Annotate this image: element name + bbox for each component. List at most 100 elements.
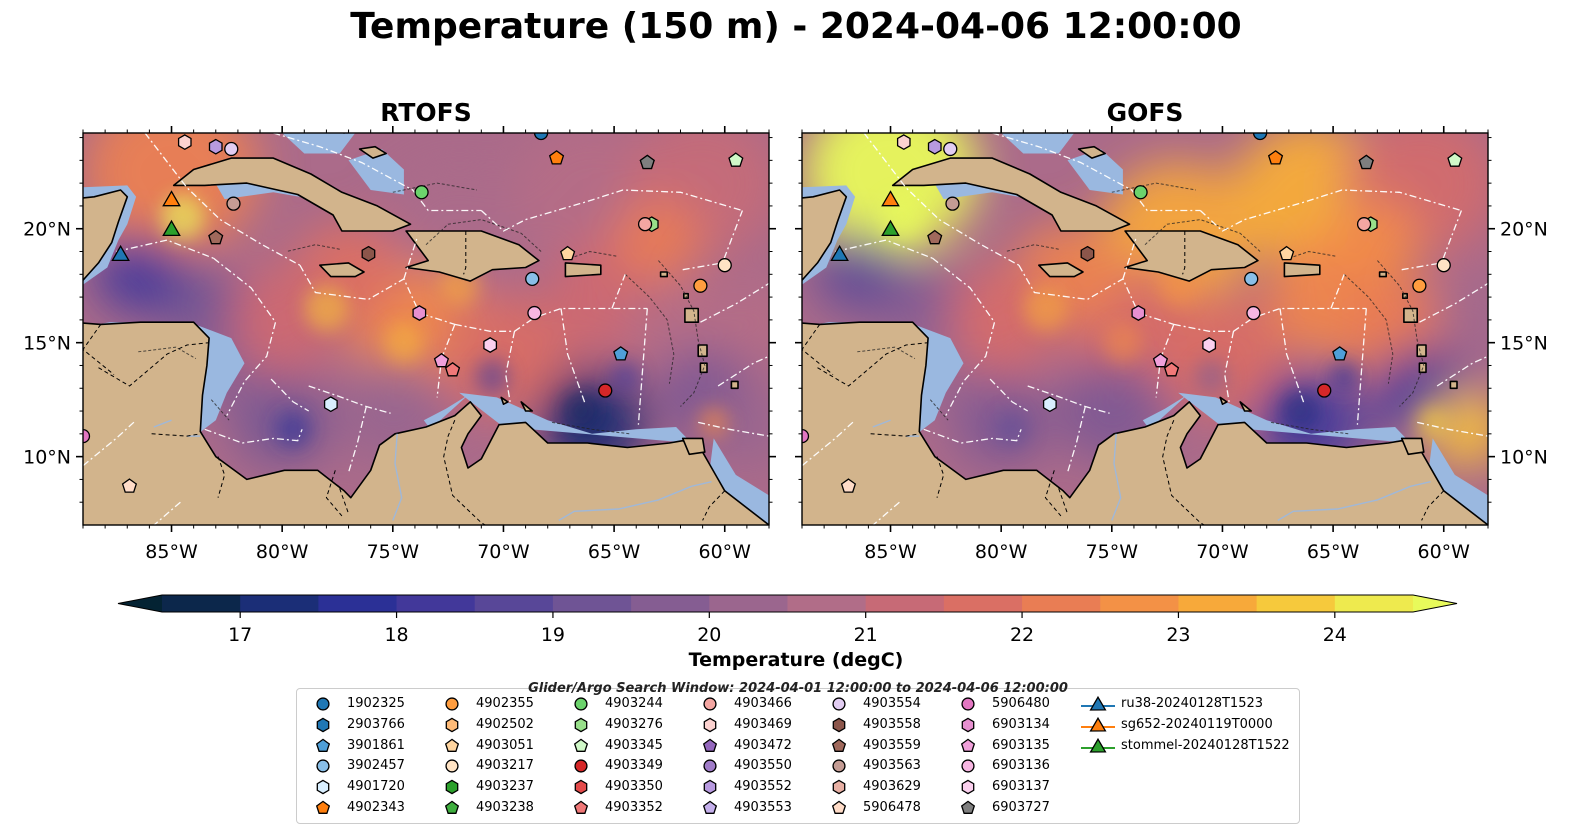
land-mass bbox=[500, 396, 509, 406]
rtofs-float-4903559 bbox=[208, 229, 224, 245]
river bbox=[558, 485, 692, 522]
colorbar-tick-label: 23 bbox=[1166, 624, 1190, 646]
rtofs-float-4903352 bbox=[444, 361, 461, 377]
legend-marker bbox=[444, 800, 460, 814]
eez-boundary bbox=[480, 189, 743, 232]
legend-marker bbox=[315, 738, 331, 752]
legend-label: 4903550 bbox=[734, 758, 792, 774]
legend-marker bbox=[961, 717, 975, 733]
rtofs-float-4903345 bbox=[728, 152, 744, 167]
gofs-float-4903552 bbox=[927, 138, 942, 155]
country-border bbox=[1421, 490, 1445, 521]
eez-boundary bbox=[1122, 237, 1137, 280]
land-mass bbox=[83, 321, 769, 525]
rtofs-glider-ru38-20240128T1523 bbox=[111, 244, 130, 262]
rtofs-float-6903137 bbox=[483, 337, 498, 353]
colorbar-segment bbox=[162, 595, 241, 612]
rtofs-float-1902325 bbox=[533, 133, 549, 141]
land-mass bbox=[1038, 262, 1084, 278]
shelf-area bbox=[707, 438, 769, 525]
rtofs-float-4903552 bbox=[208, 138, 223, 155]
lon-tick-label: 75°W bbox=[367, 541, 420, 563]
lat-tick-label-right: 10°N bbox=[1500, 447, 1548, 469]
legend-label: 4903244 bbox=[605, 696, 663, 711]
colorbar-segment bbox=[709, 595, 789, 612]
colorbar-segment bbox=[631, 595, 710, 612]
legend-label: 4903352 bbox=[605, 800, 663, 815]
land-mass bbox=[358, 145, 388, 159]
gofs-float-4903469 bbox=[896, 134, 911, 151]
river bbox=[872, 419, 891, 428]
river bbox=[1111, 433, 1122, 521]
legend-label: 4903217 bbox=[476, 758, 534, 774]
legend-marker bbox=[961, 779, 975, 795]
legend-marker bbox=[832, 697, 846, 711]
river bbox=[691, 481, 712, 487]
colorbar-tick-label: 17 bbox=[228, 624, 252, 646]
gofs-float-4903472 bbox=[1065, 78, 1079, 91]
colorbar-segment bbox=[1100, 595, 1180, 612]
search-window-text: Glider/Argo Search Window: 2024-04-01 12… bbox=[528, 681, 1068, 696]
legend-label: 4903552 bbox=[734, 779, 792, 795]
colorbar-segment bbox=[787, 595, 867, 612]
rtofs-float-4903237 bbox=[674, 62, 687, 76]
legend-label: 4903466 bbox=[734, 696, 792, 711]
legend-label: ru38-20240128T1523 bbox=[1121, 696, 1264, 711]
land-mass bbox=[1378, 271, 1387, 278]
eez-boundary bbox=[204, 428, 303, 444]
legend-label: sg652-20240119T0000 bbox=[1121, 716, 1273, 732]
bathymetry-contour bbox=[1343, 273, 1394, 384]
gofs-float-4903350 bbox=[984, 51, 996, 65]
eez-boundary bbox=[802, 419, 856, 467]
country-border bbox=[339, 488, 349, 514]
rtofs-float-6903727 bbox=[639, 154, 655, 170]
legend-label: 4902355 bbox=[476, 696, 534, 711]
legend-marker bbox=[574, 759, 588, 773]
legend-label: 6903136 bbox=[992, 758, 1050, 774]
legend-label: 6903137 bbox=[992, 779, 1050, 795]
rtofs-float-4902343 bbox=[548, 150, 565, 165]
eez-boundary bbox=[1279, 308, 1305, 405]
panel-title-rtofs: RTOFS bbox=[380, 98, 472, 127]
gofs-float-4903554 bbox=[943, 141, 958, 157]
gofs-map-panel bbox=[802, 51, 1488, 525]
legend-marker bbox=[316, 697, 330, 711]
rtofs-float-4901720 bbox=[323, 396, 338, 413]
legend-label: 4903051 bbox=[476, 737, 534, 753]
land-mass bbox=[1060, 133, 1065, 134]
rtofs-float-4903629 bbox=[652, 112, 665, 126]
eez-boundary bbox=[611, 274, 626, 309]
land-mass bbox=[83, 189, 129, 282]
lon-tick-label: 80°W bbox=[975, 541, 1028, 563]
legend-label: 4901720 bbox=[347, 779, 405, 795]
legend-label: 4903629 bbox=[863, 779, 921, 795]
colorbar-segment bbox=[396, 595, 476, 612]
gofs-float-4902343 bbox=[1267, 150, 1284, 165]
colorbar-segment bbox=[1256, 595, 1336, 612]
lon-tick-label: 75°W bbox=[1086, 541, 1139, 563]
legend-label: 4903276 bbox=[605, 716, 663, 732]
land-mass bbox=[520, 401, 534, 412]
bathymetry-contour bbox=[392, 182, 477, 193]
lon-tick-label: 85°W bbox=[864, 541, 917, 563]
land-mass bbox=[341, 133, 346, 134]
legend-label: 4903554 bbox=[863, 696, 921, 711]
lon-tick-label: 60°W bbox=[1418, 541, 1471, 563]
colorbar-label: Temperature (degC) bbox=[688, 649, 904, 671]
colorbar-tick-label: 22 bbox=[1010, 624, 1034, 646]
eez-boundary bbox=[637, 308, 648, 425]
legend-label: 6903134 bbox=[992, 716, 1050, 732]
rtofs-float-4903244 bbox=[414, 185, 429, 200]
eez-boundary bbox=[992, 133, 1201, 212]
gofs-float-4903466 bbox=[1356, 217, 1372, 232]
gofs-float-6903135 bbox=[1152, 352, 1169, 368]
lat-tick-label-left: 15°N bbox=[23, 333, 71, 355]
gofs-float-4903051 bbox=[1279, 245, 1295, 261]
gofs-float-4903349 bbox=[1317, 383, 1332, 398]
lon-tick-label: 60°W bbox=[699, 541, 752, 563]
land-mass bbox=[659, 271, 669, 278]
gofs-float-4903559 bbox=[927, 229, 943, 245]
legend-marker bbox=[832, 779, 846, 795]
country-border bbox=[870, 433, 920, 437]
colorbar-segment bbox=[1178, 595, 1258, 612]
